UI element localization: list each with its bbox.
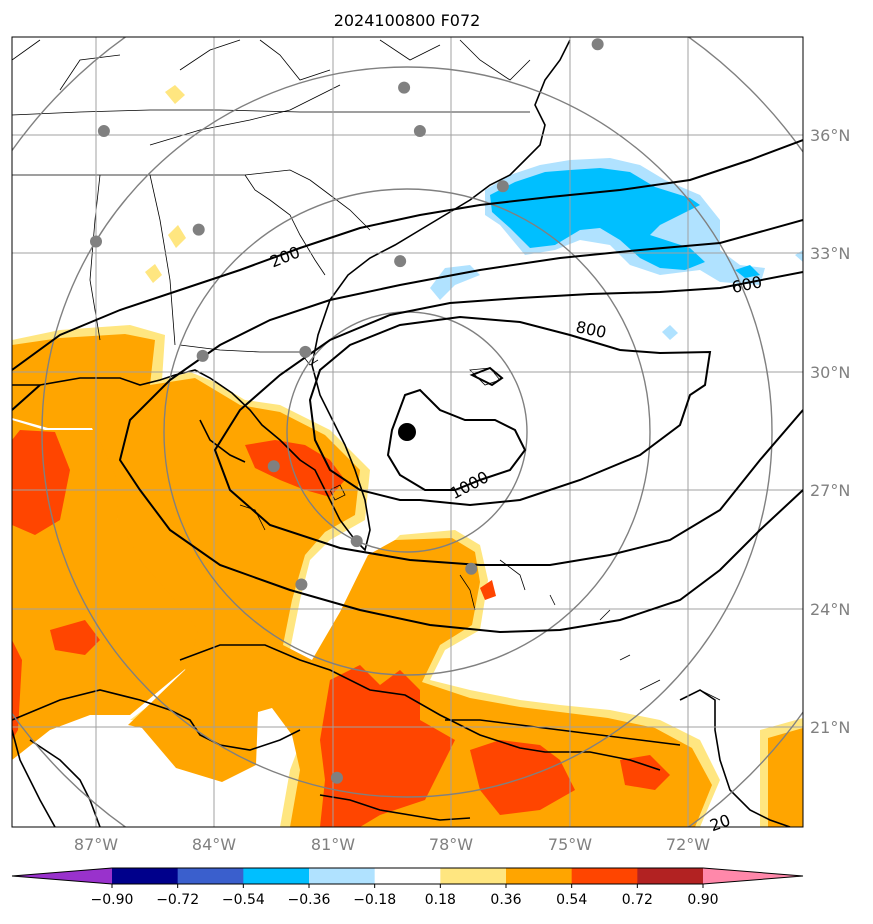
lat-tick-label: 21°N (810, 718, 850, 737)
lon-tick-label: 81°W (311, 835, 355, 854)
lon-tick-label: 78°W (429, 835, 473, 854)
colorbar-extend-low (12, 868, 112, 884)
station-point (465, 562, 478, 575)
contour-1000 (386, 388, 527, 491)
station-point (413, 125, 426, 138)
colorbar-extend-high (703, 868, 803, 884)
station-point (496, 180, 509, 193)
contour-inner-south (12, 219, 803, 634)
colorbar-segment (309, 868, 376, 884)
shading-red (12, 430, 670, 827)
colorbar-segment (637, 868, 704, 884)
colorbar-segment (571, 868, 638, 884)
colorbar-label: −0.72 (156, 892, 199, 908)
lon-tick-labels: 87°W 84°W 81°W 78°W 75°W 72°W (74, 835, 710, 854)
colorbar-label: 0.36 (490, 892, 521, 908)
colorbar-label: 0.18 (425, 892, 456, 908)
colorbar-label: 0.54 (556, 892, 587, 908)
station-point (97, 125, 110, 138)
lat-tick-labels: 36°N 33°N 30°N 27°N 24°N 21°N (810, 126, 850, 737)
lon-tick-label: 72°W (666, 835, 710, 854)
chart-title: 2024100800 F072 (334, 11, 481, 30)
station-point (267, 460, 280, 473)
gridlines (12, 37, 803, 827)
contours (12, 139, 803, 634)
contour-800 (308, 315, 712, 507)
colorbar: −0.90 −0.72 −0.54 −0.36 −0.18 0.18 0.36 0.54 0.7… (11, 867, 804, 908)
lon-tick-label: 87°W (74, 835, 118, 854)
colorbar-segment (506, 868, 573, 884)
lat-tick-label: 33°N (810, 244, 850, 263)
station-point (299, 345, 312, 358)
station-point (394, 255, 407, 268)
colorbar-segment (112, 868, 179, 884)
colorbar-label: −0.54 (222, 892, 265, 908)
colorbar-segment (243, 868, 310, 884)
lat-tick-label: 27°N (810, 481, 850, 500)
storm-center-marker (398, 423, 416, 441)
station-point (192, 223, 205, 236)
colorbar-label: −0.90 (91, 892, 134, 908)
lat-tick-label: 30°N (810, 363, 850, 382)
station-point (196, 349, 209, 362)
map-frame (11, 36, 804, 828)
lon-tick-label: 75°W (548, 835, 592, 854)
lat-tick-label: 24°N (810, 600, 850, 619)
colorbar-label: 0.90 (687, 892, 718, 908)
lat-tick-label: 36°N (810, 126, 850, 145)
station-point (330, 771, 343, 784)
station-point (591, 38, 604, 51)
station-point (90, 235, 102, 248)
colorbar-segment (374, 868, 441, 884)
station-point (295, 578, 308, 591)
colorbar-label: 0.72 (622, 892, 653, 908)
station-points (90, 38, 604, 784)
contour-600 (213, 271, 803, 566)
station-point (398, 81, 411, 94)
station-point (350, 535, 363, 548)
colorbar-label: −0.36 (288, 892, 331, 908)
contour-200 (12, 139, 803, 371)
lon-tick-label: 84°W (192, 835, 236, 854)
colorbar-label: −0.18 (353, 892, 396, 908)
colorbar-segment (440, 868, 507, 884)
contour-1000-small (469, 366, 504, 387)
colorbar-segment (177, 868, 244, 884)
borders-thin (12, 39, 721, 701)
